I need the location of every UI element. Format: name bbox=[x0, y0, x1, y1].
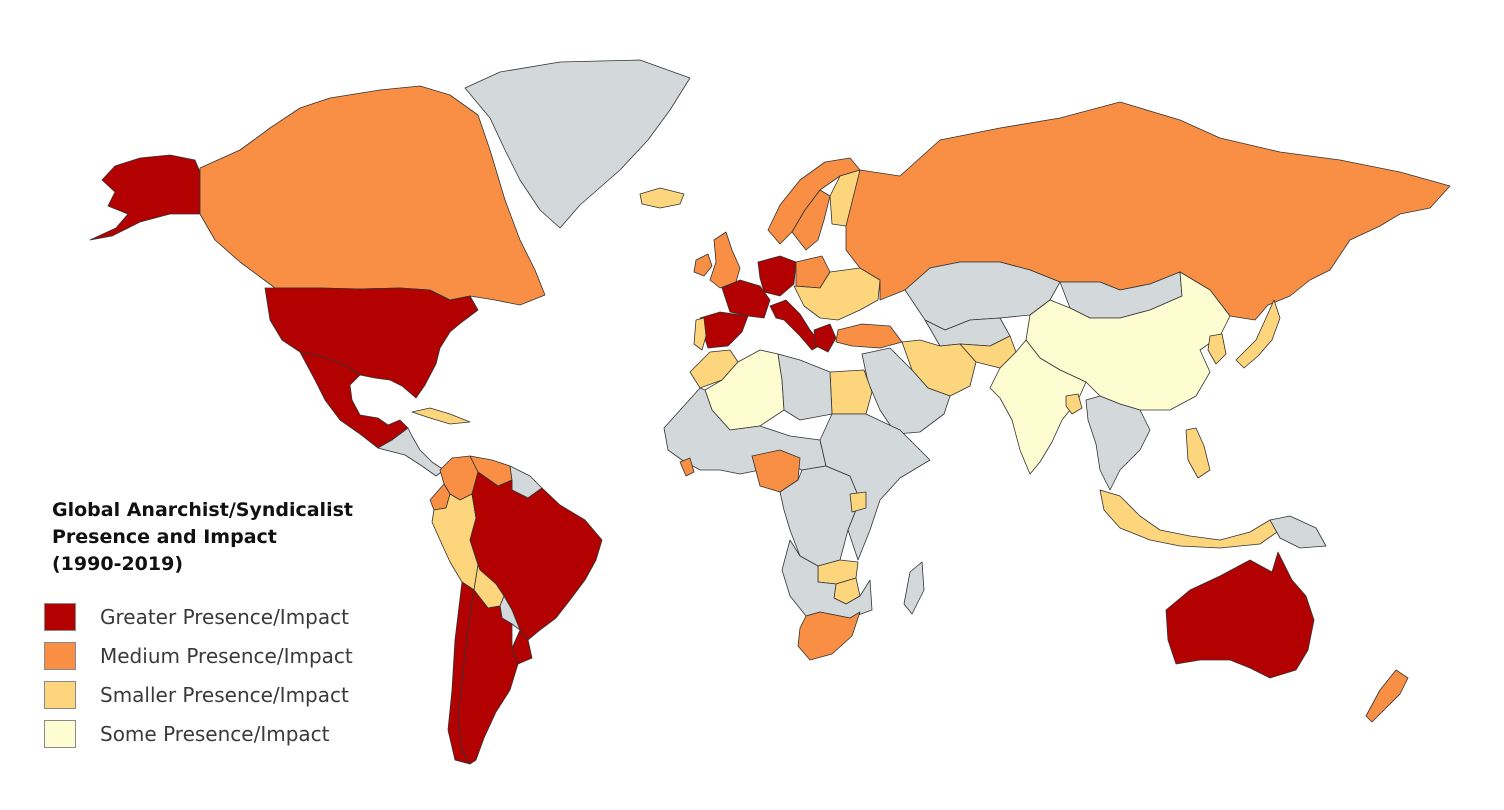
region-spain bbox=[699, 311, 749, 349]
region-papua-new-guinea bbox=[1269, 515, 1327, 549]
map-title-line-1: Global Anarchist/Syndicalist bbox=[52, 499, 353, 521]
region-iceland bbox=[639, 187, 685, 209]
map-title-line-2: Presence and Impact bbox=[52, 526, 277, 548]
map-title: Global Anarchist/Syndicalist Presence an… bbox=[52, 497, 353, 578]
legend-label-medium: Medium Presence/Impact bbox=[100, 644, 353, 668]
region-turkey bbox=[835, 323, 903, 349]
region-sweden bbox=[791, 189, 831, 251]
legend-label-some: Some Presence/Impact bbox=[100, 722, 330, 746]
region-bangladesh bbox=[1065, 393, 1083, 415]
region-sierra-leone bbox=[679, 457, 695, 477]
region-india bbox=[989, 339, 1087, 475]
region-arabia bbox=[861, 347, 951, 435]
region-italy bbox=[769, 299, 823, 351]
map-title-line-3: (1990-2019) bbox=[52, 553, 184, 575]
region-argentina bbox=[457, 589, 519, 765]
region-uganda bbox=[849, 491, 867, 513]
region-north-africa bbox=[777, 353, 833, 421]
region-greece bbox=[813, 323, 837, 353]
region-japan bbox=[1235, 299, 1281, 369]
region-korea bbox=[1207, 333, 1227, 365]
legend-swatch-some bbox=[44, 720, 76, 748]
region-egypt bbox=[829, 369, 873, 415]
region-germany bbox=[757, 255, 797, 297]
region-united-states bbox=[264, 287, 479, 399]
region-madagascar bbox=[903, 561, 925, 615]
legend-label-greater: Greater Presence/Impact bbox=[100, 605, 349, 629]
region-greenland bbox=[464, 59, 691, 229]
legend-swatch-medium bbox=[44, 642, 76, 670]
region-france bbox=[721, 279, 771, 319]
region-indonesia bbox=[1099, 489, 1281, 549]
region-portugal bbox=[693, 317, 707, 351]
region-southeast-asia bbox=[1085, 395, 1151, 491]
region-new-zealand bbox=[1365, 669, 1409, 723]
region-australia bbox=[1165, 551, 1315, 679]
region-south-africa bbox=[797, 611, 861, 661]
region-philippines bbox=[1185, 427, 1211, 479]
region-cuba bbox=[411, 407, 471, 425]
region-alaska bbox=[89, 154, 201, 241]
region-eastern-europe bbox=[793, 267, 881, 321]
region-east-africa bbox=[819, 413, 931, 561]
legend-swatch-smaller bbox=[44, 681, 76, 709]
region-united-kingdom bbox=[709, 231, 741, 289]
legend-swatch-greater bbox=[44, 603, 76, 631]
region-ireland bbox=[693, 253, 713, 277]
region-uruguay bbox=[511, 629, 533, 665]
legend-label-smaller: Smaller Presence/Impact bbox=[100, 683, 349, 707]
region-southern-africa bbox=[781, 539, 873, 619]
region-central-america bbox=[377, 427, 445, 477]
region-mexico bbox=[299, 351, 409, 449]
